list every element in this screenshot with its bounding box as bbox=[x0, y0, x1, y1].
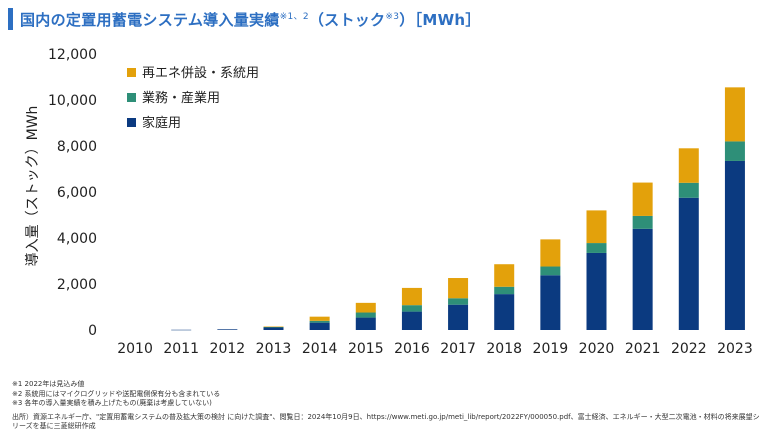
bars-group bbox=[171, 87, 745, 331]
bar-segment-2015-1 bbox=[355, 312, 376, 318]
x-tick-label: 2021 bbox=[625, 341, 661, 357]
bar-segment-2017-0 bbox=[448, 304, 469, 330]
bar-segment-2020-2 bbox=[586, 210, 607, 244]
y-tick-label: 8,000 bbox=[57, 139, 97, 155]
x-tick-label: 2016 bbox=[394, 341, 430, 357]
bar-segment-2023-1 bbox=[724, 141, 745, 161]
bar-segment-2015-0 bbox=[355, 317, 376, 330]
bar-segment-2019-2 bbox=[540, 239, 561, 267]
x-tick-label: 2013 bbox=[256, 341, 292, 357]
y-tick-label: 4,000 bbox=[57, 231, 97, 247]
x-axis-ticks: 2010 2011 2012 2013 2014 2015 2016 2017 2018 2019… bbox=[117, 341, 753, 357]
y-axis-ticks: 0 2,000 4,000 6,000 8,000 10,000 12,000 bbox=[48, 47, 97, 339]
x-tick-label: 2023 bbox=[717, 341, 753, 357]
bar-segment-2020-1 bbox=[586, 243, 607, 253]
legend-label: 再エネ併設・系統用 bbox=[142, 65, 259, 81]
x-tick-label: 2019 bbox=[533, 341, 569, 357]
legend-swatch bbox=[127, 68, 136, 77]
title-mid: （ストック bbox=[308, 11, 386, 29]
bar-segment-2021-2 bbox=[632, 182, 653, 216]
bar-segment-2014-2 bbox=[309, 316, 330, 321]
footnote-2: ※2 系統用にはマイクログリッドや送配電側保有分も含まれている bbox=[12, 389, 221, 398]
bar-segment-2016-0 bbox=[401, 311, 422, 330]
bar-segment-2014-1 bbox=[309, 320, 330, 323]
legend-label: 家庭用 bbox=[142, 115, 181, 131]
bar-segment-2011-0 bbox=[171, 329, 192, 331]
bar-segment-2013-2 bbox=[263, 326, 284, 328]
bar-segment-2016-2 bbox=[401, 287, 422, 306]
bar-segment-2018-2 bbox=[494, 264, 515, 287]
bar-segment-2012-0 bbox=[217, 329, 238, 330]
legend-swatch bbox=[127, 93, 136, 102]
x-tick-label: 2011 bbox=[163, 341, 199, 357]
x-tick-label: 2014 bbox=[302, 341, 338, 357]
bar-segment-2022-2 bbox=[678, 148, 699, 183]
bar-segment-2018-0 bbox=[494, 294, 515, 330]
bar-segment-2023-2 bbox=[724, 87, 745, 142]
bar-segment-2016-1 bbox=[401, 305, 422, 312]
y-tick-label: 12,000 bbox=[48, 47, 97, 63]
footnote-3: ※3 各年の導入量実績を積み上げたもの(廃棄は考慮していない) bbox=[12, 399, 212, 408]
x-tick-label: 2022 bbox=[671, 341, 707, 357]
x-tick-label: 2018 bbox=[486, 341, 522, 357]
bar-segment-2018-1 bbox=[494, 286, 515, 295]
title-main: 国内の定置用蓄電システム導入量実績 bbox=[20, 11, 280, 29]
title-unit: ）［MWh］ bbox=[399, 11, 481, 29]
title-footnote-ref-2: ※3 bbox=[385, 12, 400, 22]
x-tick-label: 2020 bbox=[579, 341, 615, 357]
page-title: 国内の定置用蓄電システム導入量実績※1、2（ストック※3）［MWh］ bbox=[20, 9, 481, 30]
legend-label: 業務・産業用 bbox=[142, 90, 220, 106]
y-tick-label: 10,000 bbox=[48, 93, 97, 109]
footnotes: ※1 2022年は見込み値 ※2 系統用にはマイクログリッドや送配電側保有分も含… bbox=[12, 380, 762, 432]
bar-segment-2013-0 bbox=[263, 327, 284, 330]
bar-segment-2019-1 bbox=[540, 266, 561, 276]
bar-segment-2017-2 bbox=[448, 278, 469, 299]
y-axis-label: 導入量（ストック）MWh bbox=[25, 106, 41, 267]
x-tick-label: 2017 bbox=[440, 341, 476, 357]
bar-segment-2017-1 bbox=[448, 298, 469, 305]
bar-segment-2013-1 bbox=[263, 327, 284, 328]
legend-swatch bbox=[127, 118, 136, 127]
y-tick-label: 2,000 bbox=[57, 277, 97, 293]
bar-segment-2019-0 bbox=[540, 275, 561, 330]
footnote-1: ※1 2022年は見込み値 bbox=[12, 380, 85, 388]
x-tick-label: 2015 bbox=[348, 341, 384, 357]
bar-segment-2015-2 bbox=[355, 302, 376, 313]
bar-segment-2021-0 bbox=[632, 228, 653, 330]
y-tick-label: 0 bbox=[88, 323, 97, 339]
bar-segment-2021-1 bbox=[632, 215, 653, 229]
title-accent-bar bbox=[8, 8, 13, 30]
x-tick-label: 2012 bbox=[210, 341, 246, 357]
x-tick-label: 2010 bbox=[117, 341, 153, 357]
bar-segment-2014-0 bbox=[309, 322, 330, 330]
bar-segment-2020-0 bbox=[586, 252, 607, 330]
bar-segment-2023-0 bbox=[724, 160, 745, 330]
bar-segment-2022-0 bbox=[678, 197, 699, 330]
source-note: 出所）資源エネルギー庁、"定置用蓄電システムの普及拡大策の検討 に向けた調査"、… bbox=[12, 412, 760, 431]
y-tick-label: 6,000 bbox=[57, 185, 97, 201]
stacked-bar-chart: 導入量（ストック）MWh 0 2,000 4,000 6,000 8,000 10,000… bbox=[25, 47, 753, 357]
bar-segment-2022-1 bbox=[678, 182, 699, 198]
title-footnote-ref-1: ※1、2 bbox=[279, 12, 309, 22]
